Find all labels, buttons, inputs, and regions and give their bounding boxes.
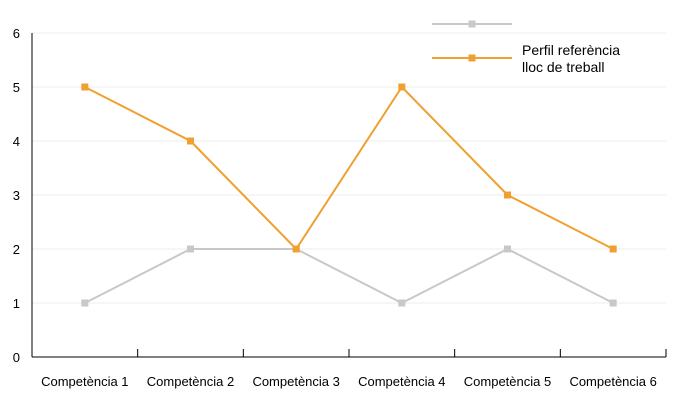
y-tick-label: 0	[13, 350, 20, 365]
y-tick-label: 5	[13, 80, 20, 95]
x-tick-label: Competència 4	[358, 374, 445, 389]
legend-swatch-marker	[468, 54, 476, 62]
legend: Perfil referència lloc de treball	[432, 20, 620, 75]
x-tick-label: Competència 5	[464, 374, 551, 389]
y-axis-ticks: 0 1 2 3 4 5 6	[13, 26, 20, 365]
series-line-0	[84, 247, 614, 305]
data-point	[609, 245, 617, 253]
data-point	[398, 299, 406, 307]
y-tick-label: 4	[13, 134, 20, 149]
x-tick-label: Competència 1	[41, 374, 128, 389]
data-point	[504, 245, 511, 253]
data-point	[81, 299, 89, 307]
y-tick-label: 1	[13, 296, 20, 311]
data-point	[81, 83, 89, 91]
x-axis-ticks: Competència 1 Competència 2 Competència 3 C…	[31, 349, 667, 389]
data-point	[292, 245, 300, 253]
legend-swatch-marker	[468, 20, 476, 28]
data-point	[398, 83, 406, 91]
y-tick-label: 6	[13, 26, 20, 41]
gridlines	[32, 32, 666, 304]
y-tick-label: 2	[13, 242, 20, 257]
x-tick-label: Competència 2	[147, 374, 234, 389]
x-tick-label: Competència 6	[569, 374, 656, 389]
series-line-1	[84, 85, 614, 251]
data-point	[609, 299, 617, 307]
series-group	[81, 83, 617, 307]
data-point	[187, 245, 194, 253]
y-tick-label: 3	[13, 188, 20, 203]
data-point	[187, 137, 194, 145]
data-point	[504, 191, 511, 199]
x-tick-label: Competència 3	[252, 374, 339, 389]
legend-label: Perfil referència lloc de treball	[522, 42, 620, 75]
